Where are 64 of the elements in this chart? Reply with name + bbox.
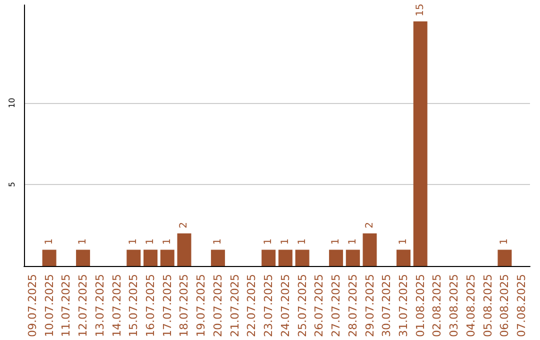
x-tick-label: 31.07.2025 [397, 274, 410, 338]
x-tick-label: 19.07.2025 [194, 274, 208, 338]
x-tick-label: 30.07.2025 [380, 274, 394, 338]
bar [210, 250, 225, 266]
x-tick-label: 03.08.2025 [448, 274, 461, 338]
data-label: 1 [212, 238, 224, 245]
data-label: 1 [145, 238, 156, 245]
bar [329, 250, 344, 266]
x-tick-label: 10.07.2025 [42, 274, 56, 338]
data-label: 1 [128, 238, 140, 245]
x-tick-label: 25.07.2025 [296, 274, 309, 338]
x-tick-label: 14.07.2025 [110, 274, 124, 338]
data-label: 1 [78, 238, 89, 245]
x-tick-label: 23.07.2025 [262, 274, 276, 338]
data-label: 2 [364, 222, 376, 228]
data-label: 1 [44, 238, 55, 245]
x-tick-label: 15.07.2025 [127, 274, 140, 338]
x-tick-label: 20.07.2025 [211, 274, 224, 338]
x-tick-label: 21.07.2025 [228, 274, 242, 338]
data-label: 1 [330, 238, 342, 245]
data-label: 1 [162, 238, 173, 245]
bar [144, 250, 158, 266]
bar [413, 21, 428, 266]
x-tick-label: 27.07.2025 [330, 274, 343, 338]
bar [126, 250, 141, 266]
data-label: 1 [398, 238, 409, 245]
bar [278, 250, 292, 266]
x-tick-label: 28.07.2025 [346, 274, 360, 338]
x-tick-label: 18.07.2025 [178, 274, 191, 338]
x-tick-label: 07.08.2025 [515, 274, 528, 338]
bar [498, 250, 512, 266]
data-label: 1 [280, 238, 291, 245]
x-tick-label: 12.07.2025 [76, 274, 90, 338]
bar [160, 250, 174, 266]
data-label: 1 [347, 238, 358, 245]
data-label: 1 [296, 238, 308, 245]
x-tick-label: 26.07.2025 [312, 274, 326, 338]
bar [262, 250, 276, 266]
data-label: 2 [178, 222, 190, 228]
bar [362, 233, 377, 266]
x-tick-label: 01.08.2025 [414, 274, 427, 338]
bar [177, 233, 192, 266]
x-tick-label: 06.08.2025 [498, 274, 512, 338]
x-tick-label: 04.08.2025 [464, 274, 478, 338]
x-tick-label: 29.07.2025 [363, 274, 376, 338]
x-tick-label: 22.07.2025 [245, 274, 258, 338]
data-label: 1 [263, 238, 274, 245]
y-tick-label: 5 [8, 182, 16, 187]
bar [346, 250, 360, 266]
x-tick-label: 09.07.2025 [26, 274, 39, 338]
data-label: 1 [499, 238, 510, 245]
y-tick-label: 10 [8, 98, 16, 108]
x-tick-label: 24.07.2025 [278, 274, 292, 338]
x-tick-label: 11.07.2025 [60, 274, 73, 338]
bar [76, 250, 90, 266]
x-tick-label: 13.07.2025 [93, 274, 106, 338]
bar [295, 250, 310, 266]
x-tick-label: 05.08.2025 [481, 274, 494, 338]
data-label: 15 [414, 4, 426, 16]
x-tick-label: 02.08.2025 [430, 274, 444, 338]
bar [42, 250, 56, 266]
x-tick-label: 17.07.2025 [160, 274, 174, 338]
bar [396, 250, 410, 266]
x-tick-label: 16.07.2025 [144, 274, 157, 338]
